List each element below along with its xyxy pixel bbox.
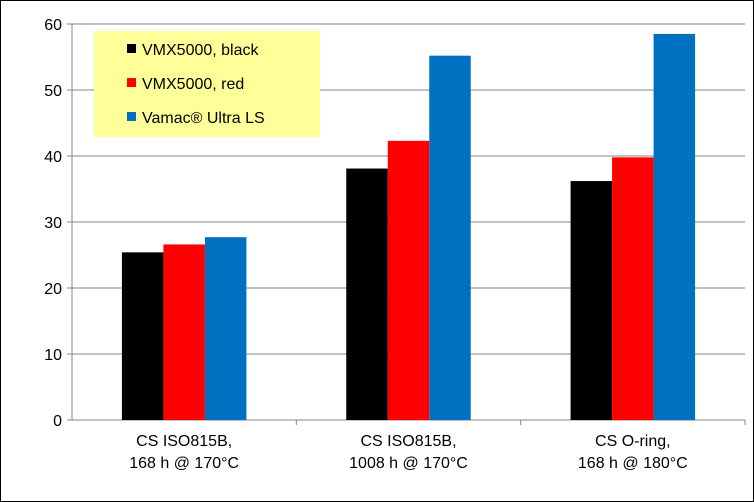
bar-2-3 (612, 157, 654, 420)
x-category-label: CS ISO815B, 168 h @ 170°C (129, 433, 239, 472)
y-tick-label: 60 (44, 17, 62, 34)
bar-2-2 (387, 140, 430, 420)
bar-3-1 (204, 237, 247, 420)
legend-label: VMX5000, red (142, 76, 244, 93)
legend-swatch (127, 112, 136, 121)
y-tick-label: 30 (44, 215, 62, 232)
x-axis-categories: CS ISO815B, 168 h @ 170°C CS ISO815B, 1008 … (129, 433, 687, 472)
legend-swatch (127, 44, 136, 53)
legend-swatch (127, 78, 136, 87)
y-tick-label: 40 (44, 149, 62, 166)
bar-3-2 (429, 55, 471, 421)
bar-3-3 (653, 33, 696, 421)
x-category-label: CS O-ring, 168 h @ 180°C (578, 433, 688, 472)
y-tick-label: 50 (44, 83, 62, 100)
bar-1-1 (121, 252, 164, 420)
y-tick-label: 10 (44, 347, 62, 364)
legend-label: VMX5000, black (142, 42, 260, 59)
legend-label: Vamac® Ultra LS (142, 110, 265, 127)
bar-1-2 (346, 168, 388, 420)
x-category-label: CS ISO815B, 1008 h @ 170°C (349, 433, 468, 472)
y-tick-label: 0 (53, 413, 62, 430)
bar-1-3 (570, 181, 613, 420)
bar-2-1 (163, 244, 205, 420)
bars (121, 33, 696, 421)
y-tick-label: 20 (44, 281, 62, 298)
legend: VMX5000, black VMX5000, red Vamac® Ultra L… (94, 31, 320, 137)
y-axis-ticks: 0 10 20 30 40 50 60 (44, 17, 72, 430)
